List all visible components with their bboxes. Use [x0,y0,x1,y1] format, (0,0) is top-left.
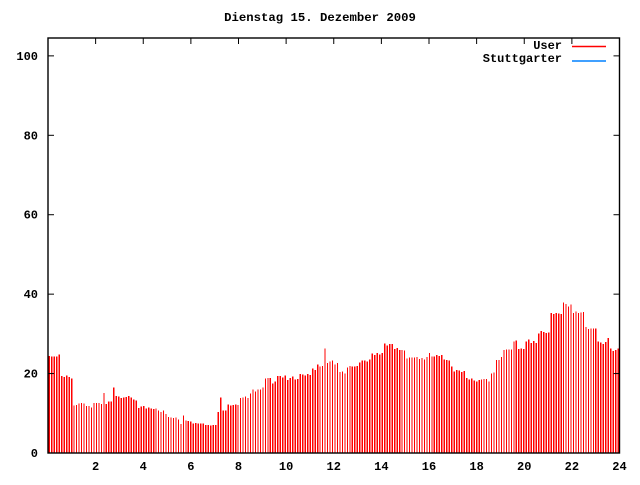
svg-text:10: 10 [279,460,293,474]
svg-text:16: 16 [422,460,436,474]
svg-text:24: 24 [612,460,626,474]
svg-text:6: 6 [187,460,194,474]
svg-text:20: 20 [517,460,531,474]
svg-text:18: 18 [469,460,483,474]
svg-text:Stuttgarter: Stuttgarter [483,52,562,66]
svg-text:80: 80 [24,129,38,143]
svg-text:8: 8 [235,460,242,474]
svg-text:20: 20 [24,368,38,382]
svg-text:12: 12 [327,460,341,474]
svg-text:2: 2 [92,460,99,474]
svg-text:60: 60 [24,209,38,223]
svg-text:40: 40 [24,288,38,302]
svg-text:22: 22 [565,460,579,474]
svg-text:100: 100 [16,50,38,64]
svg-text:0: 0 [31,447,38,461]
svg-text:User: User [533,39,562,53]
svg-text:14: 14 [374,460,388,474]
svg-text:4: 4 [140,460,147,474]
svg-text:Dienstag 15. Dezember 2009: Dienstag 15. Dezember 2009 [224,11,416,25]
